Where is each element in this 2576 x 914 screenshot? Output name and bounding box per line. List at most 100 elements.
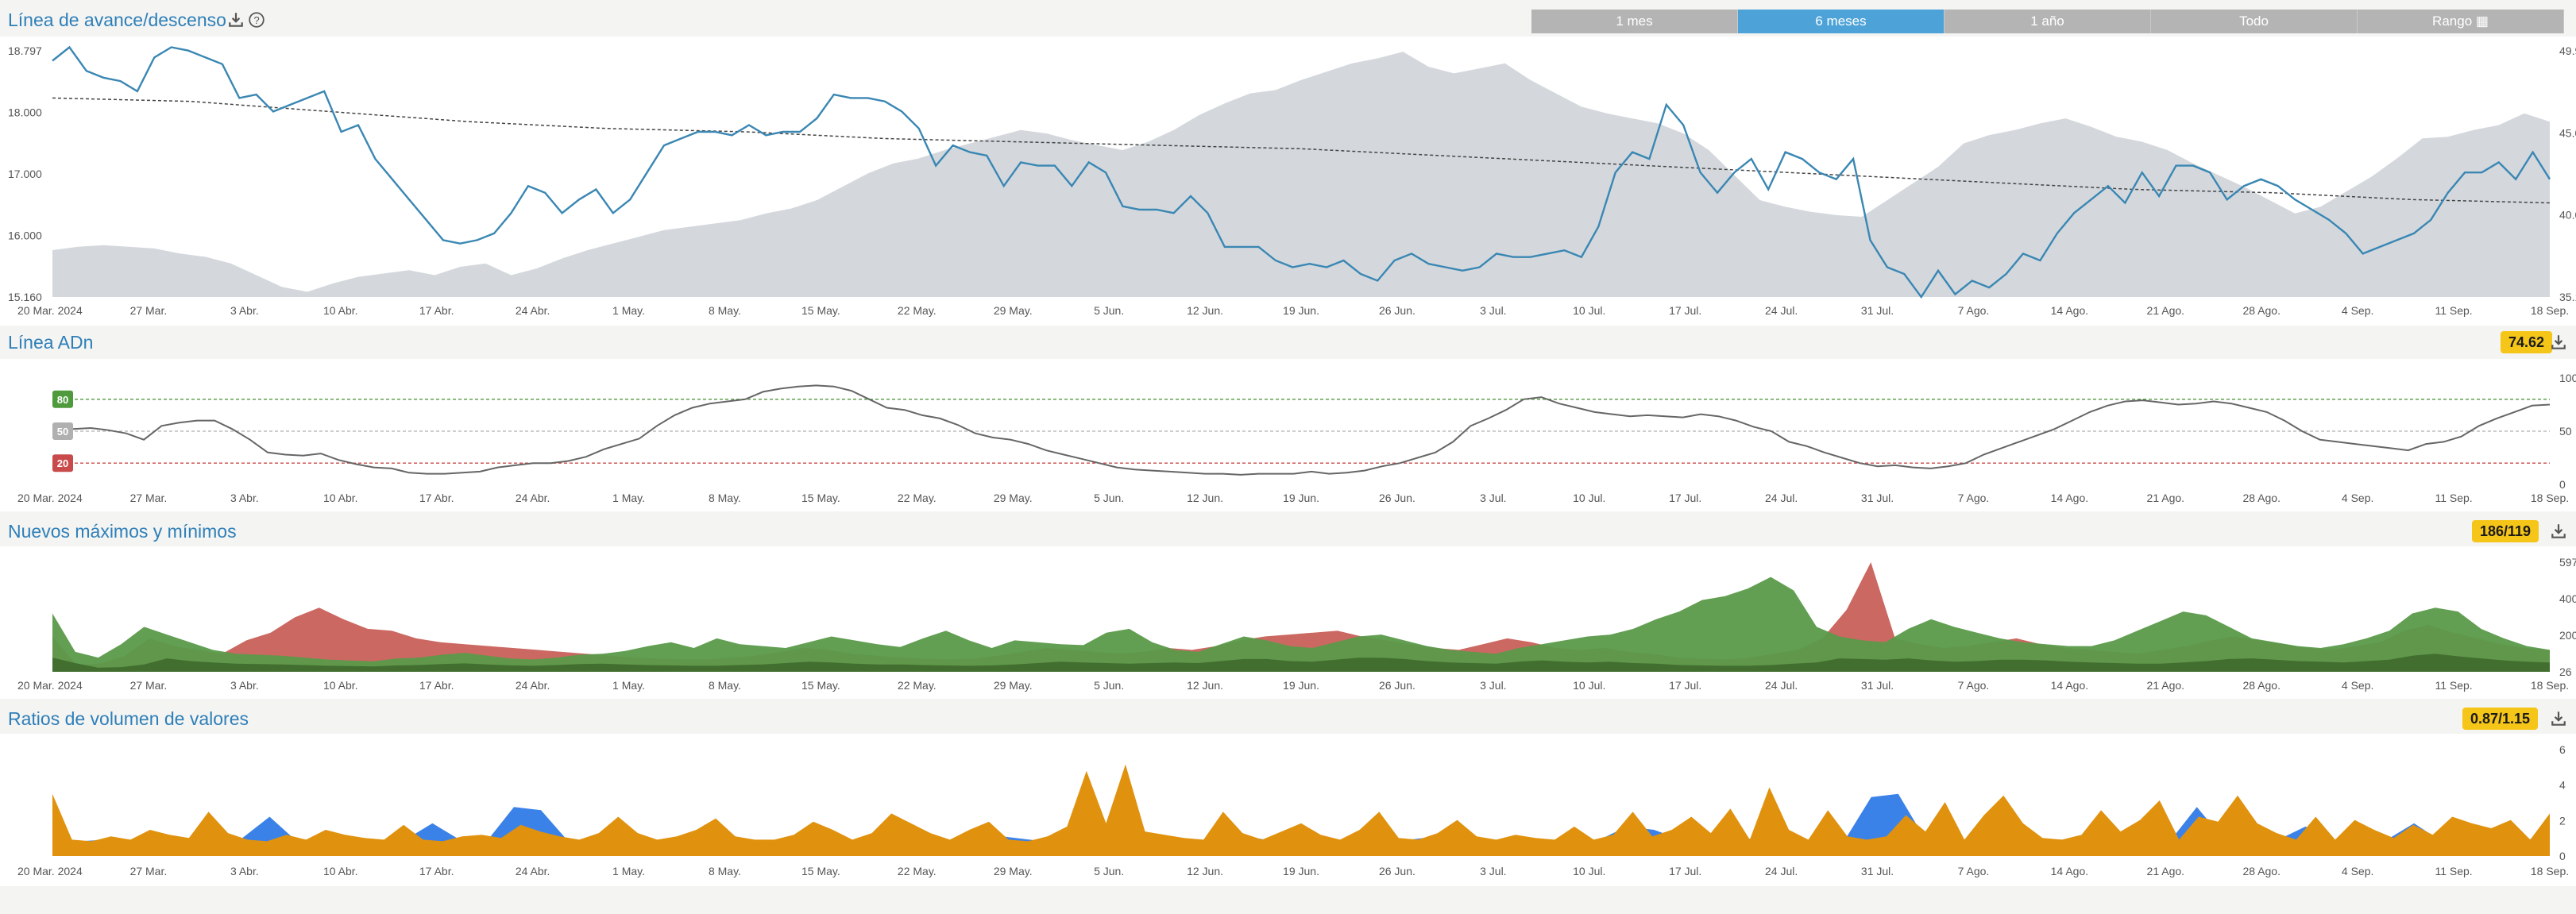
x-tick-label: 27 Mar. [130,865,168,877]
x-tick-label: 24 Abr. [516,492,550,504]
x-tick-label: 27 Mar. [130,304,168,317]
x-tick-label: 8 May. [709,492,741,504]
download-icon[interactable] [2550,334,2567,351]
x-tick-label: 3 Abr. [230,492,259,504]
x-tick-label: 10 Abr. [323,679,358,692]
x-tick-label: 5 Jun. [1094,492,1124,504]
level-badge [52,422,73,440]
svg-text:?: ? [253,14,259,26]
x-tick-label: 10 Jul. [1573,865,1605,877]
x-tick-label: 7 Ago. [1958,679,1990,692]
x-tick-label: 17 Jul. [1669,865,1701,877]
x-tick-label: 10 Abr. [323,304,358,317]
x-tick-label: 4 Sep. [2342,492,2373,504]
x-tick-label: 21 Ago. [2147,304,2185,317]
x-tick-label: 10 Jul. [1573,304,1605,317]
x-tick-label: 8 May. [709,865,741,877]
x-tick-label: 3 Jul. [1480,679,1506,692]
x-tick-label: 21 Ago. [2147,679,2185,692]
advance-decline-line [52,45,2551,299]
x-tick-label: 24 Jul. [1765,865,1798,877]
highs-lows-title: Nuevos máximos y mínimos [8,521,237,542]
x-tick-label: 11 Sep. [2435,492,2472,504]
y-tick-label: 26 [2559,665,2572,678]
page-title: Línea de avance/descenso [8,10,226,30]
x-tick-label: 31 Jul. [1861,304,1894,317]
x-tick-label: 3 Abr. [230,865,259,877]
x-tick-label: 31 Jul. [1861,865,1894,877]
x-tick-label: 14 Ago. [2051,304,2089,317]
x-tick-label: 11 Sep. [2435,865,2472,877]
x-tick-label: 15 May. [801,865,840,877]
x-tick-label: 10 Jul. [1573,492,1605,504]
x-tick-label: 22 May. [898,492,937,504]
level-label: 50 [57,426,68,438]
x-tick-label: 26 Jun. [1379,679,1415,692]
y-left-tick-label: 18.000 [8,106,42,119]
level-badge [52,390,73,408]
x-tick-label: 17 Abr. [419,492,454,504]
download-icon[interactable] [227,11,245,29]
x-tick-label: 29 May. [994,304,1033,317]
x-tick-label: 1 May. [612,865,645,877]
x-tick-label: 7 Ago. [1958,492,1990,504]
y-left-tick-label: 16.000 [8,229,42,242]
help-circle-icon[interactable]: ? [248,11,265,29]
x-tick-label: 15 May. [801,304,840,317]
x-tick-label: 4 Sep. [2342,865,2373,877]
x-tick-label: 5 Jun. [1094,304,1124,317]
x-tick-label: 20 Mar. 2024 [17,304,83,317]
x-tick-label: 12 Jun. [1187,679,1223,692]
x-tick-label: 18 Sep. [2531,492,2569,504]
y-tick-label: 0 [2559,850,2566,862]
range-button-1[interactable]: 6 meses [1738,10,1945,33]
level-label: 20 [57,457,68,469]
x-tick-label: 12 Jun. [1187,304,1223,317]
adn-title: Línea ADn [8,332,94,353]
ad-line-chart[interactable]: 18.797 18.000 17.000 16.000 15.160 49.95 45.00… [0,37,2576,326]
y-right-tick-label: 40.00 [2559,209,2576,222]
range-button-0[interactable]: 1 mes [1531,10,1738,33]
range-button-2[interactable]: 1 año [1945,10,2151,33]
download-icon[interactable] [2550,523,2567,540]
x-tick-label: 5 Jun. [1094,865,1124,877]
x-tick-label: 24 Abr. [516,679,550,692]
y-right-tick-label: 45.00 [2559,126,2576,139]
y-right-tick-label: 49.95 [2559,44,2576,57]
highs-lows-badge: 186/119 [2472,520,2539,542]
overlap-area [52,654,2550,672]
x-tick-label: 27 Mar. [130,492,168,504]
x-tick-label: 26 Jun. [1379,865,1415,877]
x-tick-label: 5 Jun. [1094,679,1124,692]
x-tick-label: 26 Jun. [1379,304,1415,317]
x-tick-label: 3 Jul. [1480,492,1506,504]
x-tick-label: 1 May. [612,492,645,504]
x-tick-label: 17 Abr. [419,304,454,317]
download-icon[interactable] [2550,710,2567,727]
x-tick-label: 18 Sep. [2531,865,2569,877]
x-tick-label: 17 Jul. [1669,304,1701,317]
volume-ratios-chart[interactable]: 6 4 2 0 20 Mar. 2024 27 Mar. 3 Abr. 10 Abr. 17 A… [0,734,2576,886]
x-tick-label: 26 Jun. [1379,492,1415,504]
calendar-icon: ▦ [2472,13,2489,29]
x-tick-label: 3 Abr. [230,679,259,692]
x-tick-label: 10 Abr. [323,865,358,877]
x-tick-label: 19 Jun. [1283,304,1319,317]
x-tick-label: 28 Ago. [2242,304,2281,317]
range-button-4[interactable]: Rango ▦ [2358,10,2564,33]
x-tick-label: 3 Jul. [1480,865,1506,877]
y-left-tick-label: 18.797 [8,44,42,57]
x-tick-label: 3 Jul. [1480,304,1506,317]
adn-chart[interactable]: 80 50 20 100 50 0 20 Mar. 2024 27 Mar. 3 Abr. 10 … [0,359,2576,511]
x-tick-label: 17 Abr. [419,679,454,692]
x-tick-label: 14 Ago. [2051,492,2089,504]
x-tick-label: 22 May. [898,304,937,317]
x-tick-label: 29 May. [994,679,1033,692]
x-tick-label: 24 Jul. [1765,679,1798,692]
highs-lows-chart[interactable]: 597 400 200 26 20 Mar. 2024 27 Mar. 3 Abr. 10 A… [0,546,2576,699]
x-tick-label: 22 May. [898,679,937,692]
x-tick-label: 12 Jun. [1187,865,1223,877]
x-tick-label: 28 Ago. [2242,679,2281,692]
x-tick-label: 28 Ago. [2242,865,2281,877]
range-button-3[interactable]: Todo [2151,10,2358,33]
